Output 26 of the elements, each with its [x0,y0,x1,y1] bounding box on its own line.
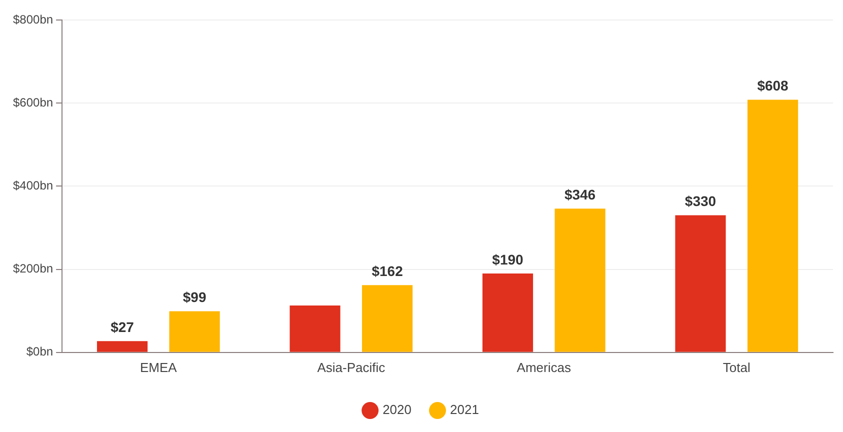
data-label: $346 [564,186,596,202]
bar [290,305,340,352]
bar [96,341,148,352]
x-tick-label: EMEA [140,360,178,375]
data-label: $190 [492,251,524,268]
data-label: $27 [110,319,134,336]
x-tick-label: Americas [516,360,572,375]
y-tick-label: $400bn [12,178,54,193]
bar [675,215,726,352]
data-label: $608 [757,78,789,94]
y-tick-label: $200bn [12,262,54,276]
bar [362,285,413,352]
data-label: $99 [182,289,206,306]
y-tick-label: $600bn [12,95,54,110]
x-tick-label: Total [722,360,750,375]
y-tick-label: $0bn [26,344,54,359]
legend-label: 2021 [450,402,479,418]
bar [169,311,220,352]
bar [747,100,798,352]
legend-label: 2020 [382,402,412,418]
bar [482,273,534,352]
bar [554,208,606,352]
data-label: $162 [372,262,404,279]
x-tick-label: Asia-Pacific [317,360,386,375]
data-label: $330 [684,193,716,210]
y-tick-label: $800bn [12,12,54,26]
